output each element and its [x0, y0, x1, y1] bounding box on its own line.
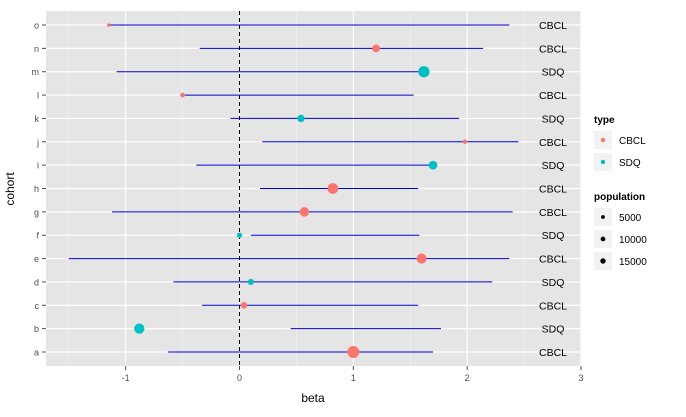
type-label: CBCL	[539, 20, 567, 32]
type-label: CBCL	[539, 184, 567, 196]
legend-population-label: 15000	[619, 257, 647, 268]
legend-type-label: SDQ	[619, 158, 641, 169]
y-tick-label: h	[34, 184, 39, 194]
estimate-point	[247, 278, 254, 285]
estimate-point	[372, 44, 380, 53]
type-label: CBCL	[539, 137, 567, 149]
y-tick-label: m	[32, 67, 40, 77]
y-tick-label: i	[37, 161, 39, 171]
y-tick-label: a	[34, 347, 39, 357]
estimate-point	[347, 345, 360, 358]
y-tick-label: e	[34, 254, 39, 264]
type-label: SDQ	[542, 67, 565, 79]
type-label: SDQ	[542, 324, 565, 336]
estimate-points	[106, 23, 468, 358]
legend-population-title: population	[594, 192, 645, 203]
legend-population-label: 10000	[619, 235, 647, 246]
legend-type-items: CBCL SDQ	[594, 131, 646, 171]
interval-lines	[68, 24, 519, 353]
y-tick-label: c	[35, 301, 40, 311]
legend-type-swatch	[600, 159, 606, 165]
estimate-point	[299, 207, 310, 217]
estimate-point	[240, 302, 248, 309]
y-tick-label: g	[34, 207, 39, 217]
type-label: SDQ	[542, 113, 565, 125]
type-label: CBCL	[539, 254, 567, 266]
estimate-point	[428, 160, 438, 170]
type-label: CBCL	[539, 347, 567, 359]
legend-population-swatch	[601, 215, 605, 219]
x-tick-label: 0	[237, 373, 242, 383]
type-label: CBCL	[539, 207, 567, 219]
legend-type-label: CBCL	[619, 136, 646, 147]
estimate-point	[297, 114, 305, 123]
y-tick-label: b	[34, 324, 39, 334]
legend-population-swatch	[600, 258, 606, 264]
legend-type-title: type	[594, 115, 615, 126]
x-tick-label: 3	[578, 373, 583, 383]
x-tick-label: 2	[465, 373, 470, 383]
y-tick-label: n	[34, 44, 39, 54]
y-axis: a b c d e f g h i j k l m n o	[32, 21, 46, 357]
y-axis-title: cohort	[3, 172, 17, 206]
legend-population-label: 5000	[619, 213, 642, 224]
estimate-point	[106, 23, 111, 27]
y-tick-label: f	[36, 231, 39, 241]
type-label: CBCL	[539, 300, 567, 312]
type-label: SDQ	[542, 160, 565, 172]
estimate-point	[418, 66, 430, 78]
x-axis: -1 0 1 2 3	[122, 366, 584, 383]
estimate-point	[134, 323, 145, 334]
x-axis-title: beta	[301, 391, 325, 405]
type-label: SDQ	[542, 230, 565, 242]
y-tick-label: j	[36, 137, 39, 147]
type-label: CBCL	[539, 43, 567, 55]
type-label: CBCL	[539, 90, 567, 102]
legend-population-swatch	[600, 236, 606, 242]
estimate-point	[236, 232, 243, 238]
y-tick-label: l	[37, 91, 39, 101]
type-labels: CBCL SDQ CBCL SDQ CBCL SDQ CBCL CBCL SDQ CBCL SDQ C…	[539, 20, 567, 359]
type-label: SDQ	[542, 277, 565, 289]
estimate-point	[416, 253, 427, 264]
x-tick-label: -1	[122, 373, 130, 383]
x-tick-label: 1	[351, 373, 356, 383]
estimate-point	[462, 139, 468, 145]
y-tick-label: o	[34, 21, 39, 31]
y-tick-label: d	[34, 277, 39, 287]
estimate-point	[327, 183, 339, 194]
legend-population-items: 5000 10000 15000	[594, 208, 647, 270]
legend: type CBCL SDQ population 5000 10000 15000	[594, 115, 647, 270]
estimate-point	[180, 92, 185, 98]
legend-type-swatch	[600, 137, 606, 143]
y-tick-label: k	[35, 114, 40, 124]
